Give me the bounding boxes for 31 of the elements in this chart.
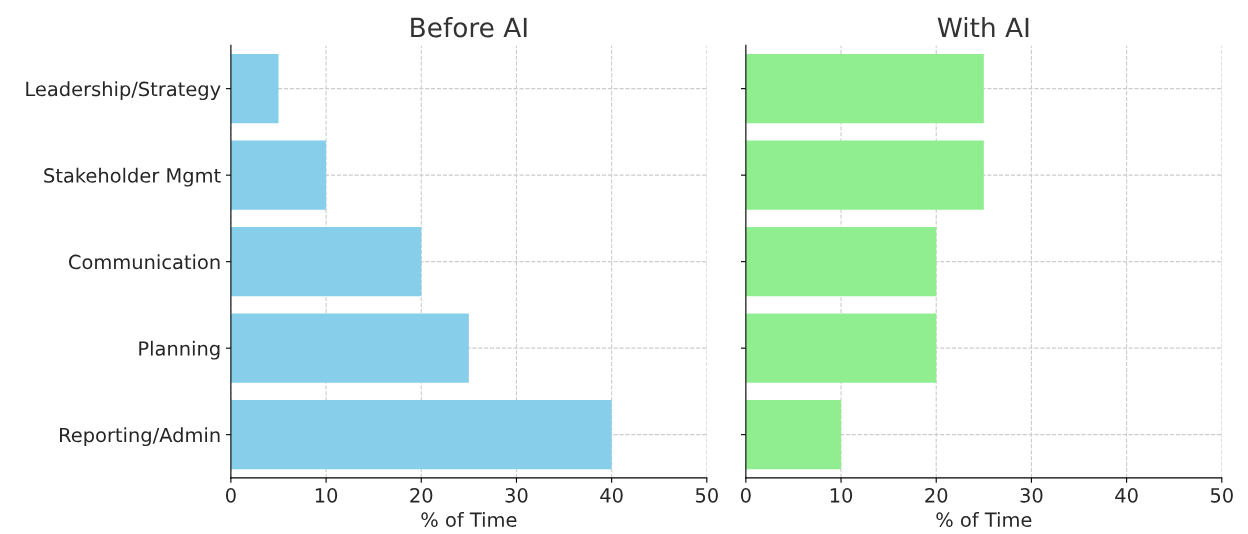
bar: [745, 54, 984, 124]
bar: [230, 140, 327, 210]
bar: [230, 313, 469, 383]
x-tick-label: 30: [505, 488, 528, 503]
x-tick-label: 20: [925, 488, 948, 503]
bar: [230, 54, 279, 124]
x-axis-title: % of Time: [421, 512, 517, 528]
x-axis-title: % of Time: [936, 512, 1032, 528]
x-tick-label: 40: [600, 488, 623, 503]
bar: [230, 400, 612, 470]
bar: [745, 140, 984, 210]
x-tick-label: 10: [315, 488, 338, 503]
y-tick-label: Stakeholder Mgmt: [44, 167, 221, 187]
bar: [745, 400, 842, 470]
bar: [230, 227, 422, 297]
bar: [745, 313, 937, 383]
x-tick-label: 20: [410, 488, 433, 503]
x-tick-label: 10: [830, 488, 853, 503]
y-tick-label: Reporting/Admin: [60, 427, 220, 447]
chart-title: Before AI: [411, 17, 527, 38]
y-tick-label: Planning: [139, 340, 220, 360]
y-tick-label: Leadership/Strategy: [26, 81, 221, 101]
x-tick-label: 0: [225, 488, 236, 503]
x-tick-label: 30: [1020, 488, 1043, 503]
x-tick-label: 50: [695, 488, 718, 503]
bar: [745, 227, 937, 297]
chart-title: With AI: [937, 17, 1029, 38]
y-tick-label: Communication: [68, 254, 220, 270]
x-tick-label: 50: [1210, 488, 1233, 503]
x-tick-label: 0: [740, 488, 751, 503]
x-tick-label: 40: [1115, 488, 1138, 503]
